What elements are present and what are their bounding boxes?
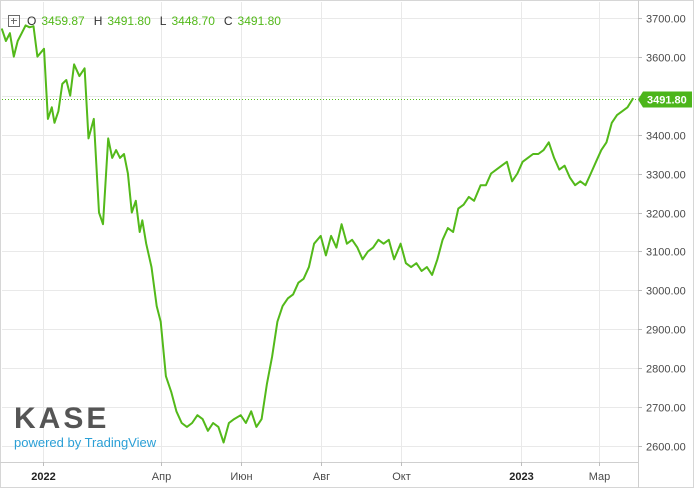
- price-line: [1, 24, 634, 444]
- y-tick-label: 2900.00: [646, 325, 686, 337]
- expand-legend-icon[interactable]: [8, 15, 20, 27]
- low-label: L: [159, 14, 167, 28]
- x-tick-label: Апр: [152, 471, 171, 483]
- y-tick-label: 3600.00: [646, 53, 686, 65]
- y-tick-label: 2600.00: [646, 442, 686, 454]
- last-price-label: 3491.80: [647, 95, 687, 107]
- low-value: 3448.70: [171, 14, 215, 28]
- y-tick-label: 3700.00: [646, 14, 686, 26]
- kase-logo[interactable]: KASE powered by TradingView: [14, 402, 157, 451]
- y-tick-label: 3400.00: [646, 131, 686, 143]
- labels: 3700.003600.003500.003400.003300.003200.…: [31, 14, 692, 483]
- last-price-badge: [638, 91, 692, 108]
- y-tick-label: 3300.00: [646, 170, 686, 182]
- x-tick-label: Июн: [230, 471, 252, 483]
- ohlc-legend: O 3459.87 H 3491.80 L 3448.70 C 3491.80: [8, 14, 285, 28]
- y-tick-label: 2700.00: [646, 403, 686, 415]
- kase-brand-text: KASE: [14, 402, 110, 435]
- x-tick-label: Авг: [313, 471, 330, 483]
- y-tick-label: 3200.00: [646, 209, 686, 221]
- x-tick-label: 2022: [31, 471, 55, 483]
- series: [1, 24, 638, 444]
- x-tick-label: 2023: [509, 471, 533, 483]
- open-value: 3459.87: [41, 14, 85, 28]
- open-label: O: [27, 14, 37, 28]
- y-tick-label: 2800.00: [646, 364, 686, 376]
- powered-by-tradingview-link[interactable]: powered by TradingView: [14, 435, 157, 450]
- close-label: C: [223, 14, 233, 28]
- x-tick-label: Окт: [392, 471, 411, 483]
- high-label: H: [93, 14, 103, 28]
- x-tick-label: Мар: [589, 471, 611, 483]
- close-value: 3491.80: [237, 14, 281, 28]
- y-tick-label: 3000.00: [646, 286, 686, 298]
- grid: [2, 2, 638, 462]
- high-value: 3491.80: [107, 14, 151, 28]
- y-tick-label: 3100.00: [646, 247, 686, 259]
